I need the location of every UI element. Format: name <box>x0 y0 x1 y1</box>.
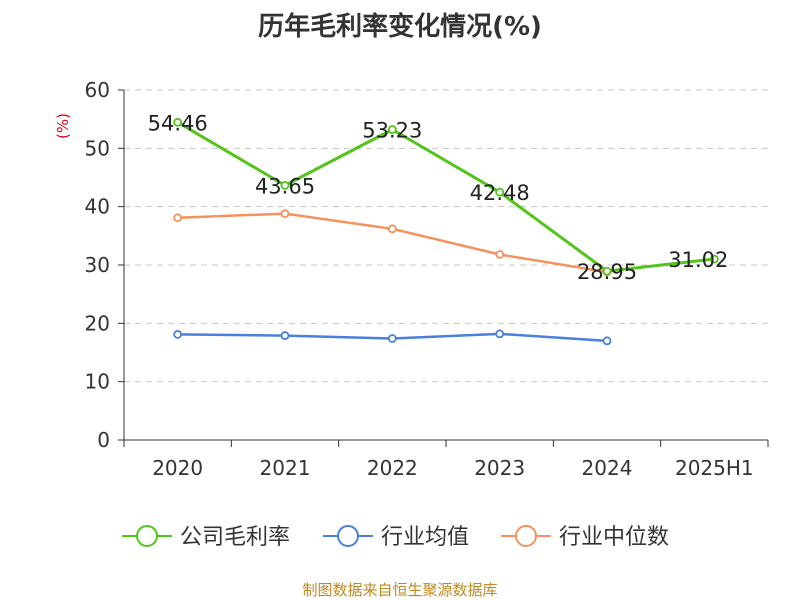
data-point <box>173 330 183 339</box>
data-point <box>387 125 397 134</box>
legend-marker <box>337 525 359 547</box>
legend-item[interactable]: 行业均值 <box>323 525 469 550</box>
chart-title: 历年毛利率变化情况(%) <box>258 12 542 42</box>
y-axis-label: (%) <box>54 113 72 139</box>
legend-marker <box>515 525 537 547</box>
data-point <box>280 331 290 340</box>
legend-item[interactable]: 公司毛利率 <box>122 525 290 550</box>
data-point <box>495 329 505 339</box>
axes: 0 10 20 30 40 50 60 2020 2021 2022 2023 2024 2025H1 <box>85 78 769 480</box>
data-point <box>387 334 397 343</box>
data-point <box>495 187 505 197</box>
x-tick-label: 2024 <box>582 456 633 480</box>
x-tick-label: 2022 <box>367 456 418 480</box>
legend-label: 行业均值 <box>381 525 469 550</box>
data-point <box>602 336 612 346</box>
grid <box>124 89 768 383</box>
source-note: 制图数据来自恒生聚源数据库 <box>302 581 498 599</box>
series <box>173 117 719 346</box>
y-tick-label: 20 <box>85 311 110 335</box>
data-point <box>602 266 612 276</box>
y-tick-label: 40 <box>85 195 110 219</box>
legend[interactable]: 公司毛利率 行业均值 行业中位数 <box>122 525 669 550</box>
y-tick-label: 60 <box>85 78 110 102</box>
legend-marker <box>136 525 158 547</box>
data-point <box>387 224 397 234</box>
y-tick-label: 0 <box>97 428 110 452</box>
data-point <box>280 209 290 219</box>
data-point <box>173 117 183 127</box>
x-tick-label: 2023 <box>474 456 525 480</box>
legend-label: 公司毛利率 <box>180 525 290 550</box>
data-point <box>495 250 505 259</box>
y-tick-label: 30 <box>85 253 110 277</box>
x-tick-label: 2025H1 <box>675 456 754 480</box>
data-point <box>709 254 719 264</box>
data-label: 28.95 <box>577 260 637 284</box>
data-label: 53.23 <box>362 118 422 142</box>
data-point <box>173 213 183 223</box>
series-line <box>176 121 715 273</box>
data-labels: 54.46 43.65 53.23 42.48 28.95 31.02 <box>148 111 729 284</box>
legend-label: 行业中位数 <box>559 525 669 550</box>
data-point <box>280 180 290 190</box>
y-tick-label: 50 <box>85 136 110 160</box>
data-label: 43.65 <box>255 174 315 198</box>
data-label: 42.48 <box>470 181 530 205</box>
legend-item[interactable]: 行业中位数 <box>501 525 669 550</box>
x-tick-label: 2021 <box>260 456 311 480</box>
data-label: 54.46 <box>148 111 208 135</box>
data-label: 31.02 <box>668 248 728 272</box>
y-tick-label: 10 <box>85 370 110 394</box>
x-tick-label: 2020 <box>152 456 203 480</box>
